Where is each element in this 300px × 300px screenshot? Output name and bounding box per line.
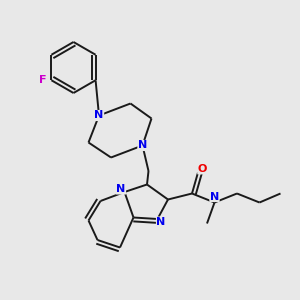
Text: N: N [94,110,103,121]
Text: N: N [138,140,147,151]
Text: N: N [116,184,125,194]
Text: N: N [210,191,219,202]
Text: N: N [157,217,166,227]
Text: O: O [198,164,207,174]
Text: F: F [39,75,47,85]
